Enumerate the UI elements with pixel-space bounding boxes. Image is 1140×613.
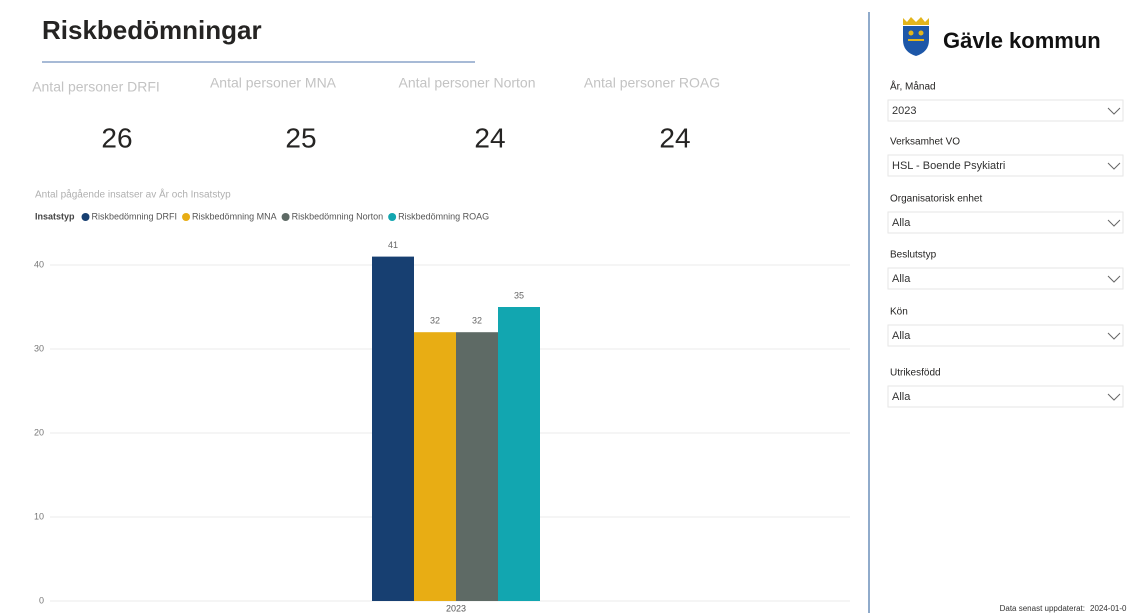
page-title: Riskbedömningar — [42, 15, 262, 45]
x-tick-label: 2023 — [446, 603, 466, 613]
dropdown-chevron — [1107, 219, 1121, 227]
data-label: 35 — [514, 290, 524, 300]
chart-title: Antal pågående insatser av År och Insats… — [35, 188, 231, 201]
legend-swatch — [81, 213, 90, 221]
kpi-value: 25 — [285, 122, 316, 153]
legend-label: Riskbedömning MNA — [192, 211, 277, 221]
y-tick-label: 10 — [34, 511, 44, 521]
filter-label: Utrikesfödd — [890, 368, 941, 379]
kpi-label: Antal personer Norton — [399, 75, 536, 91]
bar — [456, 332, 498, 601]
legend-swatch — [182, 213, 191, 221]
filter-label: Organisatorisk enhet — [890, 194, 982, 205]
kpi-value: 24 — [659, 122, 690, 153]
filter-dropdown[interactable] — [887, 154, 1124, 177]
brand-name: Gävle kommun — [943, 28, 1101, 53]
kpi-label: Antal personer DRFI — [32, 79, 160, 95]
legend-label: Riskbedömning DRFI — [92, 211, 178, 221]
bar — [372, 256, 414, 601]
filter-value: Alla — [892, 273, 911, 285]
dropdown-chevron — [1107, 162, 1121, 170]
y-tick-label: 40 — [34, 259, 44, 269]
data-label: 32 — [430, 316, 440, 326]
filter-value: HSL - Boende Psykiatri — [892, 160, 1005, 172]
footer-value: 2024-01-0 — [1090, 604, 1127, 613]
filter-value: Alla — [892, 217, 911, 229]
kpi-label: Antal personer MNA — [210, 75, 337, 91]
dropdown-chevron — [1107, 275, 1121, 283]
filter-label: Beslutstyp — [890, 250, 937, 261]
kpi-label: Antal personer ROAG — [584, 75, 720, 91]
filter-label: Kön — [890, 307, 908, 318]
bar — [498, 307, 540, 601]
data-label: 32 — [472, 316, 482, 326]
legend-label: Riskbedömning ROAG — [398, 211, 489, 221]
filter-value: Alla — [892, 330, 911, 342]
kpi-value: 24 — [474, 122, 505, 153]
filter-label: Verksamhet VO — [890, 137, 960, 148]
legend-label: Riskbedömning Norton — [292, 211, 384, 221]
y-tick-label: 0 — [39, 595, 44, 605]
kpi-value: 26 — [101, 122, 132, 153]
legend-title: Insatstyp — [35, 211, 75, 221]
footer-label: Data senast uppdaterat: — [1000, 604, 1085, 613]
filter-value: 2023 — [892, 105, 916, 117]
legend-swatch — [281, 213, 290, 221]
filter-label: År, Månad — [890, 80, 936, 93]
filter-dropdown[interactable] — [887, 211, 1124, 234]
filter-dropdown[interactable] — [887, 267, 1124, 290]
logo — [903, 17, 929, 56]
filter-dropdown[interactable] — [887, 99, 1124, 122]
y-tick-label: 20 — [34, 427, 44, 437]
filter-dropdown[interactable] — [887, 385, 1124, 408]
data-label: 41 — [388, 240, 398, 250]
dropdown-chevron — [1107, 393, 1121, 401]
legend-swatch — [388, 213, 397, 221]
filter-dropdown[interactable] — [887, 324, 1124, 347]
dropdown-chevron — [1107, 107, 1121, 115]
dropdown-chevron — [1107, 332, 1121, 340]
filter-value: Alla — [892, 391, 911, 403]
bar — [414, 332, 456, 601]
y-tick-label: 30 — [34, 343, 44, 353]
